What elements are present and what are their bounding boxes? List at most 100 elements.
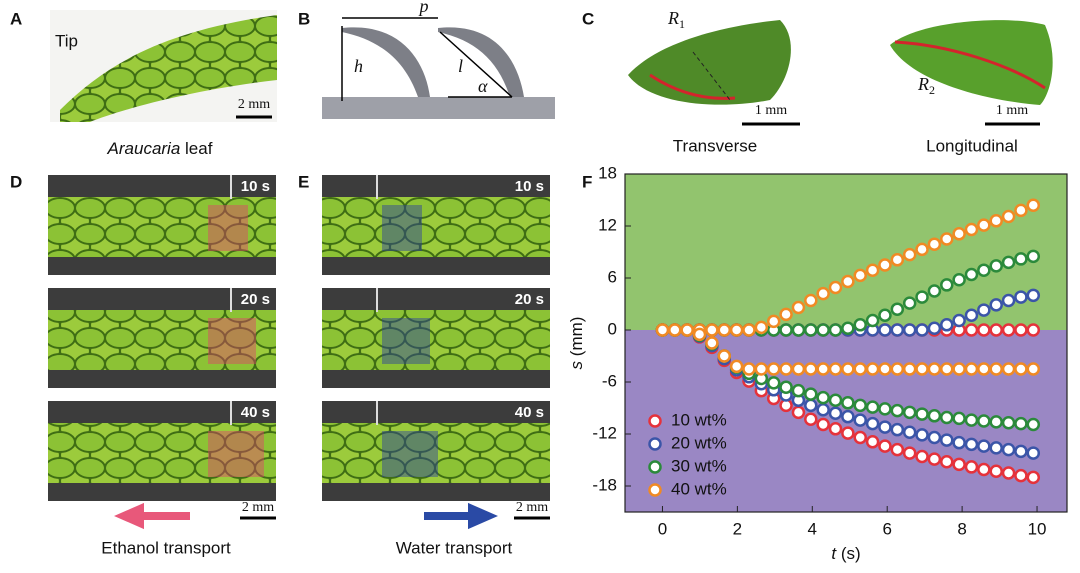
leaf-transverse <box>628 20 791 105</box>
caption: Longitudinal <box>926 136 1018 155</box>
point <box>655 323 670 337</box>
point <box>804 362 818 376</box>
point <box>1001 442 1016 457</box>
point <box>1026 446 1041 460</box>
arrow-left <box>114 502 190 530</box>
legend-marker <box>648 437 662 451</box>
time-label: 10 s <box>241 178 270 195</box>
point <box>853 398 867 413</box>
point <box>952 457 966 472</box>
point <box>940 433 954 447</box>
point <box>791 323 806 337</box>
r2-sub: 2 <box>929 83 935 97</box>
point <box>828 280 843 295</box>
point <box>940 232 954 246</box>
y-tick-label: -18 <box>592 475 617 494</box>
h-label: h <box>354 56 363 76</box>
caption-text: leaf <box>185 139 213 158</box>
point <box>890 422 905 437</box>
point <box>791 383 806 398</box>
arch <box>342 27 430 97</box>
point <box>890 302 905 316</box>
point <box>940 278 954 292</box>
tip-label: Tip <box>55 31 78 50</box>
point <box>853 318 867 332</box>
point <box>816 390 830 405</box>
legend-marker <box>648 483 662 497</box>
point <box>915 449 929 464</box>
point <box>865 313 880 328</box>
point <box>927 362 942 376</box>
point <box>816 286 830 301</box>
point <box>1026 470 1041 485</box>
point <box>816 323 830 337</box>
point <box>977 263 991 277</box>
point <box>952 313 966 328</box>
point <box>927 409 942 423</box>
point <box>804 387 818 401</box>
caption: Araucaria leaf <box>107 139 213 158</box>
leaf-photo <box>322 310 550 370</box>
time-label: 40 s <box>241 404 270 421</box>
point <box>977 218 991 232</box>
time-label: 40 s <box>515 404 544 421</box>
point <box>927 284 942 298</box>
point <box>890 442 905 457</box>
point <box>1001 323 1016 337</box>
arch <box>438 27 524 97</box>
point <box>766 376 781 390</box>
point <box>964 267 979 282</box>
point <box>779 362 793 376</box>
arrow-right <box>424 502 498 530</box>
point <box>977 439 991 453</box>
point <box>915 323 929 337</box>
dim-l <box>439 31 513 98</box>
point <box>804 293 818 308</box>
panel-label: A <box>10 9 22 28</box>
r2-curve <box>894 40 1046 90</box>
liquid-front <box>382 431 438 477</box>
liquid-front <box>208 205 248 251</box>
time-label: 20 s <box>241 291 270 308</box>
leaf-photo <box>322 423 550 483</box>
scale-label: 2 mm <box>242 500 274 515</box>
time-label: 10 s <box>515 178 544 195</box>
point <box>1026 417 1041 432</box>
point <box>940 454 954 469</box>
point <box>964 362 979 376</box>
point <box>841 426 855 440</box>
panel-label: F <box>582 172 592 191</box>
point <box>816 417 830 432</box>
point <box>865 435 880 449</box>
leaf-photo <box>48 197 276 257</box>
legend-label: 30 wt% <box>671 456 727 475</box>
point <box>902 247 917 262</box>
x-tick-label: 0 <box>658 519 667 538</box>
point <box>828 323 843 337</box>
point <box>940 318 954 332</box>
point <box>964 460 979 474</box>
point <box>692 327 707 342</box>
legend-label: 10 wt% <box>671 410 727 429</box>
point <box>791 405 806 420</box>
point <box>1014 252 1028 266</box>
scale-label: 2 mm <box>238 97 270 112</box>
x-tick-label: 2 <box>733 519 742 538</box>
point <box>890 253 905 267</box>
point <box>754 362 769 376</box>
point <box>902 405 917 420</box>
point <box>890 362 905 376</box>
legend-label: 40 wt% <box>671 479 727 498</box>
point <box>927 237 942 251</box>
point <box>977 414 991 428</box>
point <box>878 420 892 434</box>
point <box>791 300 806 315</box>
scale-label: 1 mm <box>996 103 1028 118</box>
point <box>668 323 682 337</box>
point <box>816 402 830 417</box>
point <box>779 380 793 394</box>
point <box>779 323 793 337</box>
caption: Ethanol transport <box>101 538 231 557</box>
point <box>977 303 991 317</box>
point <box>1014 444 1028 459</box>
